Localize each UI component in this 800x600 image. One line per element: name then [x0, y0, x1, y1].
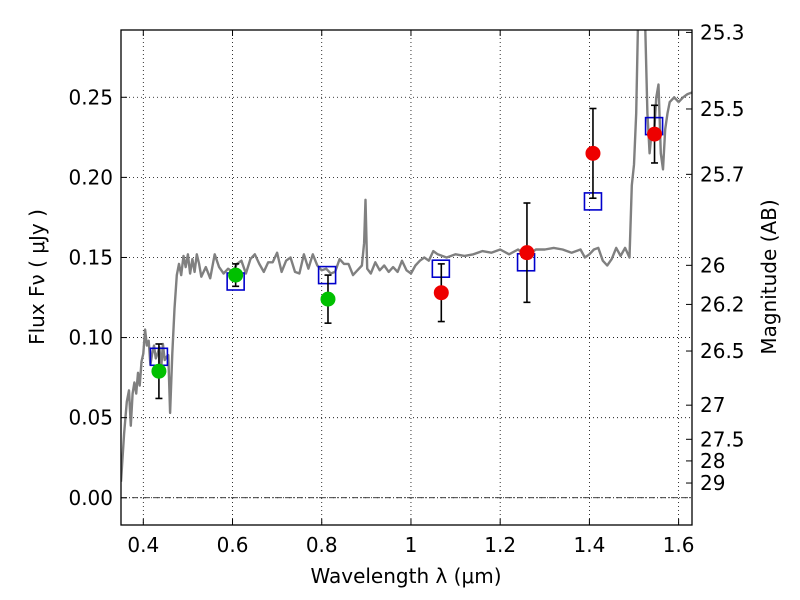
observed-flux-point — [519, 245, 535, 261]
plot-background — [121, 30, 692, 525]
observed-flux-point — [647, 126, 663, 142]
y-axis-label: Flux Fν ( μJy ) — [25, 209, 49, 345]
data-markers — [149, 104, 664, 400]
observed-flux-point — [228, 267, 244, 283]
magnitude-tick-label: 25.3 — [700, 20, 745, 44]
magnitude-tick-label: 28 — [700, 449, 725, 473]
magnitude-tick-label: 26 — [700, 253, 725, 277]
magnitude-tick-label: 26.5 — [700, 339, 745, 363]
model-flux-square — [317, 265, 337, 285]
magnitude-tick-label: 25.7 — [700, 162, 745, 186]
x-tick-label: 1.2 — [484, 533, 516, 557]
grid-lines — [121, 30, 692, 525]
x-tick-label: 1.6 — [663, 533, 695, 557]
magnitude-tick-label: 27.5 — [700, 427, 745, 451]
plot-frame — [120, 29, 693, 526]
observed-flux-point — [320, 291, 336, 307]
y-tick-label: 0.25 — [68, 85, 113, 109]
magnitude-tick-label: 29 — [700, 471, 725, 495]
y-axis-ticks: 0.00 0.05 0.10 0.15 0.20 0.25 — [68, 85, 127, 510]
y-tick-label: 0.00 — [68, 486, 113, 510]
observed-flux-point — [585, 145, 601, 161]
y-tick-label: 0.20 — [68, 165, 113, 189]
x-tick-label: 0.6 — [217, 533, 249, 557]
x-axis-ticks: 0.4 0.6 0.8 1 1.2 1.4 1.6 — [127, 30, 695, 557]
x-tick-label: 1.4 — [573, 533, 605, 557]
x-axis-label: Wavelength λ (μm) — [310, 564, 501, 588]
x-tick-label: 1 — [405, 533, 418, 557]
observed-flux-point — [433, 285, 449, 301]
y2-axis-label: Magnitude (AB) — [757, 199, 781, 354]
x-tick-label: 0.8 — [306, 533, 338, 557]
y-tick-label: 0.05 — [68, 406, 113, 430]
magnitude-tick-label: 25.5 — [700, 97, 745, 121]
magnitude-tick-label: 26.2 — [700, 292, 745, 316]
observed-flux-point — [151, 363, 167, 379]
magnitude-tick-label: 27 — [700, 393, 725, 417]
y-tick-label: 0.15 — [68, 245, 113, 269]
y-tick-label: 0.10 — [68, 326, 113, 350]
x-tick-label: 0.4 — [127, 533, 159, 557]
